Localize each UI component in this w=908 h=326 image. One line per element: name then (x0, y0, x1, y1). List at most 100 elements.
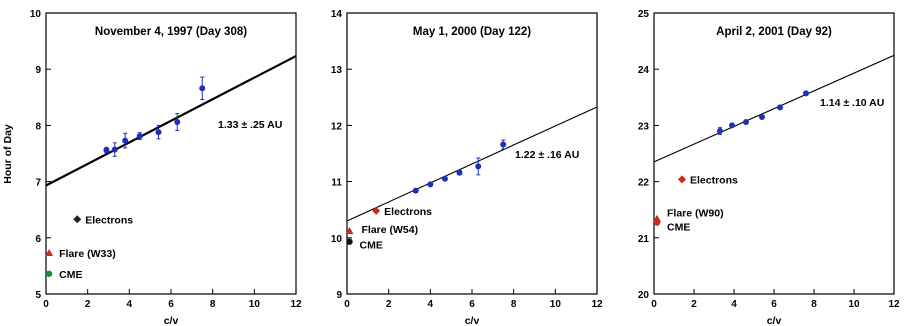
fit-label: 1.14 ± .10 AU (820, 97, 884, 109)
x-tick-label: 0 (651, 299, 657, 310)
marker-label: CME (667, 222, 690, 234)
cme-marker (346, 238, 353, 245)
x-tick-label: 2 (85, 299, 91, 310)
data-point (759, 113, 765, 120)
x-tick-label: 0 (43, 299, 49, 310)
y-tick-label: 10 (331, 234, 343, 245)
x-tick-label: 12 (888, 299, 900, 310)
data-point (412, 187, 419, 194)
x-tick-label: 6 (771, 299, 777, 310)
flare-marker (653, 214, 661, 222)
x-tick-label: 0 (344, 299, 350, 310)
x-tick-label: 12 (290, 299, 302, 310)
y-tick-label: 13 (331, 65, 343, 76)
x-tick-label: 10 (550, 299, 562, 310)
y-tick-label: 5 (35, 290, 41, 301)
panel-may-2000: May 1, 2000 (Day 122) c/v 0 2 4 6 8 10 12 9 10 11… (331, 9, 603, 326)
data-points (412, 139, 507, 194)
fit-line-group: 1.22 ± .16 AU (346, 106, 598, 222)
x-tick-label: 10 (848, 299, 860, 310)
x-axis-label: c/v (767, 315, 782, 326)
marker-label: Flare (W90) (667, 208, 724, 220)
y-tick-label: 23 (638, 121, 650, 132)
chart-title: April 2, 2001 (Day 92) (716, 26, 832, 38)
fit-line (45, 55, 297, 187)
plot-frame (653, 12, 895, 295)
data-point (441, 175, 448, 182)
y-tick-label: 12 (331, 121, 343, 132)
x-axis-label: c/v (465, 315, 480, 326)
fit-line-group: 1.14 ± .10 AU (653, 54, 895, 163)
fit-line (653, 54, 895, 163)
event-markers: Electrons Flare (W90) CME (653, 174, 738, 234)
fit-line (346, 106, 598, 222)
x-tick-label: 8 (210, 299, 216, 310)
x-tick-label: 4 (731, 299, 737, 310)
data-point (103, 147, 110, 154)
x-tick-label: 4 (428, 299, 434, 310)
y-tick-label: 22 (638, 178, 650, 189)
data-point (111, 146, 118, 153)
y-tick-label: 24 (638, 65, 650, 76)
electrons-marker (678, 175, 686, 184)
marker-label: CME (360, 240, 383, 252)
y-tick-label: 11 (331, 178, 342, 189)
y-tick-label: 20 (638, 290, 650, 301)
y-tick-label: 14 (331, 9, 343, 20)
data-point (717, 128, 723, 135)
y-tick-label: 7 (35, 178, 41, 189)
data-point (777, 104, 783, 111)
data-point (729, 122, 735, 129)
chart-title: November 4, 1997 (Day 308) (95, 26, 247, 38)
marker-label: Electrons (690, 174, 738, 186)
x-tick-label: 6 (469, 299, 475, 310)
data-point (199, 85, 206, 92)
marker-label: CME (59, 269, 82, 281)
y-tick-label: 8 (35, 121, 41, 132)
data-point (427, 181, 434, 188)
flare-marker (45, 248, 54, 256)
chart-title: May 1, 2000 (Day 122) (413, 26, 531, 38)
y-tick-label: 9 (35, 65, 41, 76)
panel-nov-1997: November 4, 1997 (Day 308) c/v Hour of D… (2, 9, 302, 326)
data-point (803, 90, 809, 97)
data-point (500, 141, 507, 148)
y-axis-label: Hour of Day (2, 124, 14, 184)
flare-marker (345, 227, 354, 235)
y-tick-label: 21 (638, 234, 650, 245)
marker-label: Flare (W33) (59, 248, 116, 260)
x-tick-label: 12 (591, 299, 603, 310)
data-point (122, 137, 129, 144)
panel-apr-2001: April 2, 2001 (Day 92) c/v 0 2 4 6 8 10 12 20 21… (638, 9, 900, 326)
axis-ticks: 0 2 4 6 8 10 12 9 10 11 12 13 14 (331, 9, 603, 310)
data-point (155, 129, 162, 136)
y-tick-label: 10 (30, 9, 42, 20)
x-tick-label: 8 (511, 299, 517, 310)
cme-marker (45, 270, 53, 277)
data-point (136, 133, 143, 140)
x-tick-label: 4 (127, 299, 133, 310)
cme-marker (653, 219, 661, 226)
marker-label: Flare (W54) (362, 224, 419, 236)
axis-ticks: 0 2 4 6 8 10 12 5 6 7 8 9 10 (30, 9, 302, 310)
x-tick-label: 8 (811, 299, 817, 310)
x-tick-label: 2 (386, 299, 392, 310)
x-tick-label: 10 (249, 299, 261, 310)
y-tick-label: 9 (336, 290, 342, 301)
fit-label: 1.22 ± .16 AU (515, 149, 579, 161)
data-point (475, 163, 482, 170)
electrons-marker (73, 215, 82, 224)
y-tick-label: 6 (35, 234, 41, 245)
data-point (456, 169, 463, 176)
event-markers: Electrons Flare (W54) CME (345, 206, 432, 252)
y-tick-label: 25 (638, 9, 650, 20)
data-points (717, 90, 809, 135)
fit-label: 1.33 ± .25 AU (218, 119, 282, 131)
marker-label: Electrons (85, 214, 133, 226)
event-markers: Electrons Flare (W33) CME (45, 214, 133, 281)
x-tick-label: 6 (168, 299, 174, 310)
marker-label: Electrons (384, 206, 432, 218)
electrons-marker (372, 206, 381, 215)
